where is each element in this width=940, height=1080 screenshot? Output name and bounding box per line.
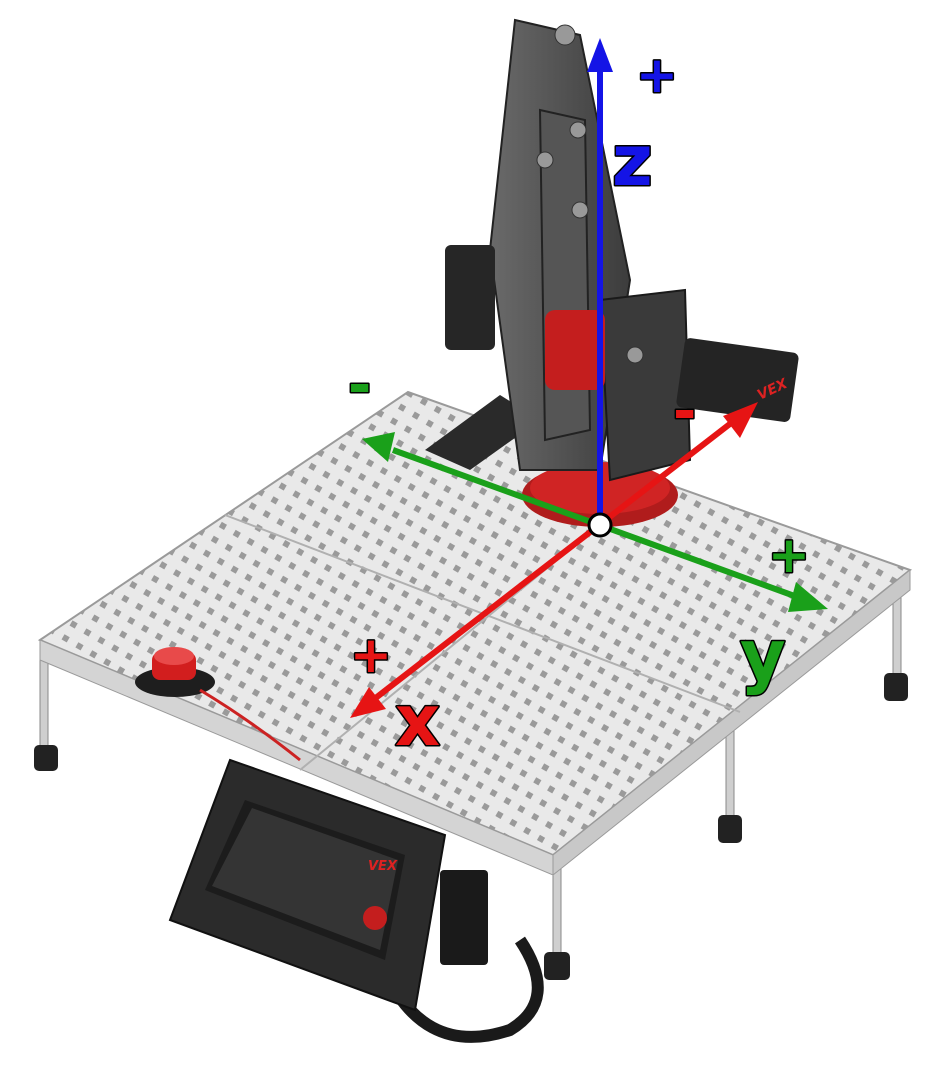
x-axis	[350, 402, 758, 718]
robot-arm: VEX	[425, 18, 799, 527]
z-axis-label: z	[612, 120, 653, 202]
z-axis	[587, 38, 613, 525]
origin-point	[587, 512, 613, 538]
y-axis-label: y	[740, 615, 786, 697]
y-negative-sign: -	[348, 353, 371, 418]
x-axis-label: x	[395, 680, 440, 762]
brain-logo: VEX	[368, 859, 398, 874]
x-positive-sign: +	[350, 626, 392, 684]
bumper-sensor	[135, 647, 301, 762]
z-positive-sign: +	[636, 46, 678, 104]
brain-controller: VEX	[168, 758, 544, 1043]
y-positive-sign: +	[768, 526, 810, 584]
x-negative-sign: -	[673, 379, 696, 444]
